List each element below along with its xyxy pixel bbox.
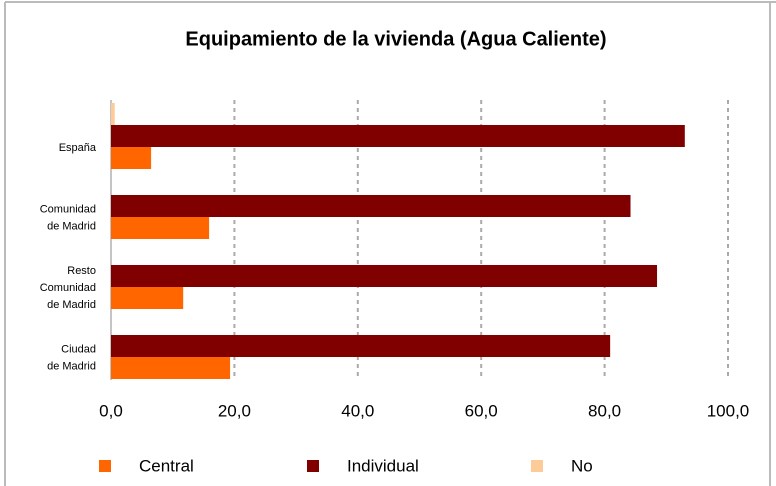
- y-tick-label: Comunidad de Madrid: [40, 203, 96, 232]
- x-tick-label: 20,0: [218, 401, 251, 420]
- bar: [111, 195, 631, 217]
- legend-label: No: [571, 456, 593, 475]
- y-tick-line: de Madrid: [47, 360, 96, 372]
- y-tick-line: España: [59, 142, 97, 154]
- legend-swatch: [307, 460, 319, 472]
- x-tick-label: 40,0: [341, 401, 374, 420]
- y-tick-label: Resto Comunidad de Madrid: [40, 265, 96, 311]
- bar: [111, 335, 611, 357]
- legend-label: Individual: [347, 456, 419, 475]
- legend-swatch: [531, 460, 543, 472]
- bar: [111, 357, 231, 379]
- bar: [111, 147, 152, 169]
- y-tick-line: de Madrid: [47, 220, 96, 232]
- bar: [111, 265, 658, 287]
- y-tick-label: Ciudad de Madrid: [47, 343, 96, 372]
- legend-label: Central: [139, 456, 194, 475]
- bar: [111, 125, 685, 147]
- y-tick-line: de Madrid: [47, 299, 96, 311]
- bar: [111, 103, 115, 125]
- x-tick-label: 60,0: [465, 401, 498, 420]
- x-tick-label: 100,0: [707, 401, 750, 420]
- x-tick-label: 80,0: [588, 401, 621, 420]
- chart-title: Equipamiento de la vivienda (Agua Calien…: [185, 28, 606, 50]
- y-tick-line: Comunidad: [40, 203, 96, 215]
- x-tick-label: 0,0: [99, 401, 123, 420]
- bar: [111, 287, 184, 309]
- y-tick-label: España: [59, 142, 97, 154]
- y-tick-line: Ciudad: [61, 343, 96, 355]
- bar: [111, 217, 210, 239]
- legend-swatch: [99, 460, 111, 472]
- y-tick-line: Resto: [67, 265, 96, 277]
- y-tick-line: Comunidad: [40, 282, 96, 294]
